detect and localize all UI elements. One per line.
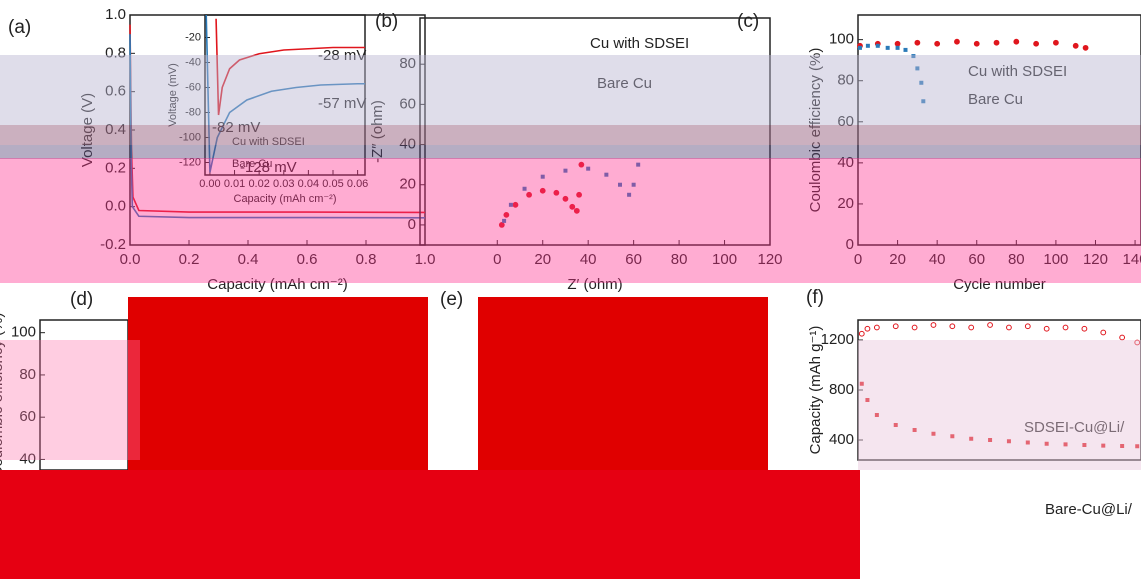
- data-point: [876, 44, 880, 48]
- data-point: [1025, 324, 1030, 329]
- data-point: [859, 331, 864, 336]
- glitch-overlay: [0, 55, 1141, 125]
- data-point: [1083, 45, 1088, 50]
- legend-label: Cu with SDSEI: [590, 35, 689, 52]
- data-point: [1073, 43, 1078, 48]
- data-point: [903, 48, 907, 52]
- data-point: [931, 323, 936, 328]
- data-point: [950, 324, 955, 329]
- y-tick-label: 100: [11, 324, 36, 341]
- data-point: [865, 326, 870, 331]
- data-point: [893, 324, 898, 329]
- data-point: [969, 325, 974, 330]
- data-point: [912, 325, 917, 330]
- glitch-overlay: [478, 297, 768, 472]
- y-tick-label: 1200: [821, 331, 854, 348]
- y-tick-label: -20: [185, 31, 201, 43]
- data-point: [935, 41, 940, 46]
- y-axis-label: Capacity (mAh g⁻¹): [807, 326, 824, 455]
- data-point: [1101, 330, 1106, 335]
- glitch-overlay: [0, 125, 1141, 145]
- data-point: [896, 46, 900, 50]
- glitch-overlay: [128, 297, 428, 472]
- glitch-overlay: [0, 145, 1141, 159]
- data-point: [915, 40, 920, 45]
- data-point: [874, 325, 879, 330]
- glitch-overlay: [0, 470, 860, 579]
- data-point: [1014, 39, 1019, 44]
- data-point: [1034, 41, 1039, 46]
- data-point: [974, 41, 979, 46]
- data-point: [866, 44, 870, 48]
- data-point: [886, 46, 890, 50]
- data-point: [1044, 326, 1049, 331]
- data-point: [1120, 335, 1125, 340]
- panel-label: (a): [8, 17, 31, 38]
- annotation: Bare-Cu@Li/: [1045, 501, 1133, 518]
- image-label: (e): [440, 289, 463, 310]
- image-label: (d): [70, 289, 93, 310]
- glitch-overlay: [0, 340, 140, 460]
- data-point: [994, 40, 999, 45]
- glitch-overlay: [858, 340, 1141, 470]
- data-point: [1007, 325, 1012, 330]
- data-point: [1054, 40, 1059, 45]
- data-point: [858, 46, 862, 50]
- glitch-overlay: [0, 158, 1141, 283]
- y-tick-label: 400: [829, 431, 854, 448]
- data-point: [1082, 326, 1087, 331]
- figure: -0.20.00.20.40.60.81.00.00.20.40.60.81.0…: [0, 0, 1141, 579]
- data-point: [988, 323, 993, 328]
- y-tick-label: 1.0: [105, 6, 126, 23]
- panel-label: (f): [806, 287, 824, 308]
- panel-label: (c): [737, 11, 759, 32]
- data-point: [1063, 325, 1068, 330]
- panel-label: (b): [375, 11, 398, 32]
- data-point: [895, 41, 900, 46]
- data-point: [955, 39, 960, 44]
- y-tick-label: 100: [829, 31, 854, 48]
- y-tick-label: 800: [829, 381, 854, 398]
